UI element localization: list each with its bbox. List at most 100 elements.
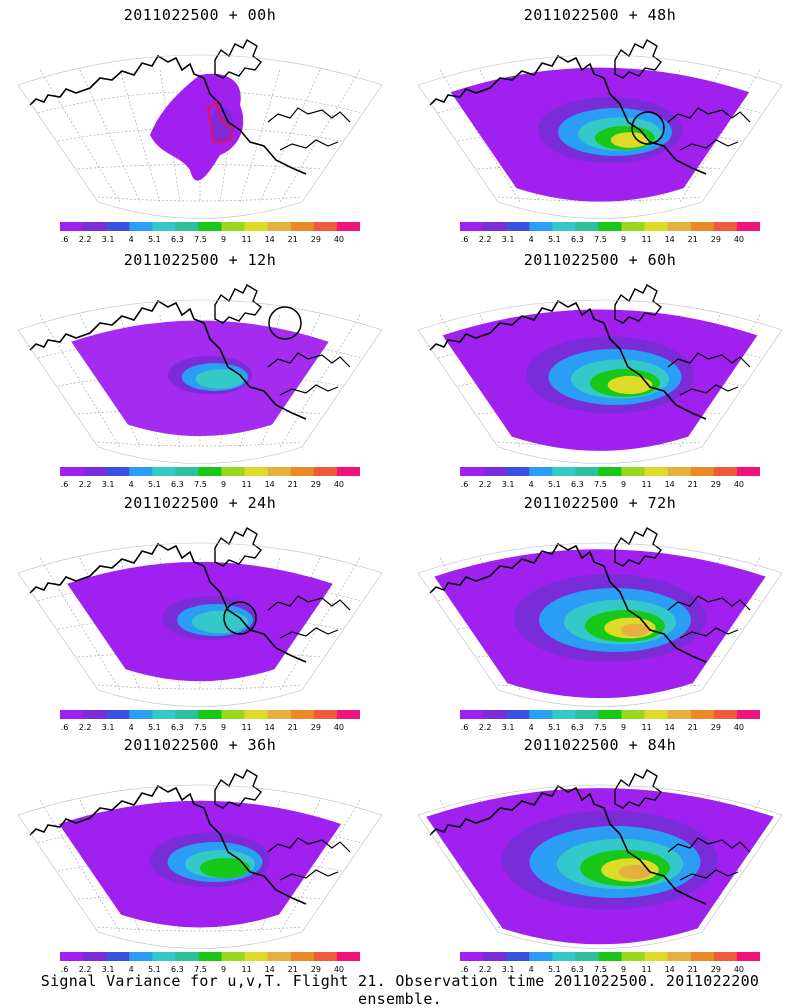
- arctic-islands: [614, 527, 662, 567]
- colorbar-label: 14: [665, 235, 675, 244]
- colorbar-swatch: [152, 952, 176, 961]
- colorbar-swatch: [552, 467, 576, 476]
- colorbar-swatch: [129, 952, 153, 961]
- colorbar-swatch: [575, 710, 599, 719]
- colorbar-label: 40: [334, 965, 344, 974]
- colorbar-swatch: [575, 467, 599, 476]
- arctic-islands: [214, 284, 262, 324]
- colorbar-swatch: [483, 952, 507, 961]
- coastline: [29, 542, 307, 663]
- arctic-islands: [614, 39, 662, 79]
- graticule-meridian: [39, 557, 121, 691]
- coastline: [267, 595, 351, 639]
- colorbar-label: 9: [221, 235, 226, 244]
- colorbar-swatch: [152, 710, 176, 719]
- figure-caption: Signal Variance for u,v,T. Flight 21. Ob…: [40, 972, 760, 1008]
- coastline: [267, 107, 351, 151]
- colorbar-swatch: [690, 222, 715, 231]
- map-plot: [417, 284, 783, 464]
- variance-field: [58, 800, 342, 928]
- map-plot: [17, 527, 383, 707]
- colorbar-swatch: [621, 952, 645, 961]
- map-plot: [17, 39, 383, 219]
- graticule-meridian: [39, 69, 121, 203]
- colorbar-label: 6.3: [171, 235, 184, 244]
- colorbar-swatch: [690, 710, 715, 719]
- colorbar-swatch: [106, 222, 130, 231]
- graticule-latitude: [497, 441, 703, 447]
- panel-60h: 2011022500 + 60h 1.62.23.145.16.37.59111…: [400, 245, 800, 490]
- coastline: [29, 784, 307, 905]
- colorbar-swatch: [290, 710, 315, 719]
- colorbar-label: 14: [665, 965, 675, 974]
- colorbar-label: 1.6: [460, 480, 468, 489]
- colorbar-label: 2.2: [479, 235, 492, 244]
- coastline: [429, 784, 707, 905]
- colorbar-swatch: [60, 467, 84, 476]
- colorbar-label: 7.5: [194, 723, 207, 732]
- colorbar-label: 11: [642, 480, 652, 489]
- graticule-latitude: [57, 372, 343, 387]
- colorbar-label: 21: [288, 480, 298, 489]
- colorbar-label: 5.1: [148, 480, 161, 489]
- panel-title: 2011022500 + 24h: [123, 494, 277, 512]
- coastline: [429, 54, 707, 175]
- colorbar-swatch: [529, 467, 553, 476]
- colorbar-swatch: [244, 467, 268, 476]
- colorbar-label: 3.1: [102, 723, 115, 732]
- map-outline: [17, 54, 383, 219]
- graticule-meridian: [119, 69, 161, 203]
- graticule-meridian: [279, 557, 361, 691]
- colorbar-label: 3.1: [502, 723, 515, 732]
- colorbar-label: 9: [221, 965, 226, 974]
- observation-circle: [268, 306, 302, 340]
- colorbar-label: 21: [288, 723, 298, 732]
- colorbar-label: 5.1: [548, 235, 561, 244]
- variance-field: [442, 309, 758, 451]
- colorbar-swatch: [667, 710, 692, 719]
- graticule-latitude: [97, 441, 303, 447]
- colorbar-swatch: [60, 710, 84, 719]
- colorbar-label: 40: [334, 480, 344, 489]
- colorbar-label: 2.2: [479, 723, 492, 732]
- graticule-latitude: [57, 127, 343, 142]
- colorbar-label: 1.6: [60, 723, 68, 732]
- colorbar: 1.6 2.2 3.1 4 5.1 6.3 7.5 9 11 14 21 29 40: [60, 222, 360, 244]
- colorbar-label: 11: [642, 723, 652, 732]
- colorbar-swatch: [336, 952, 360, 961]
- colorbar-swatch: [667, 952, 692, 961]
- colorbar-label: 40: [334, 723, 344, 732]
- coastline: [667, 107, 751, 151]
- colorbar-swatch: [713, 467, 738, 476]
- colorbar-label: 4: [529, 480, 534, 489]
- colorbar-label: 7.5: [194, 480, 207, 489]
- colorbar-label: 1.6: [460, 723, 468, 732]
- colorbar-swatch: [106, 467, 130, 476]
- colorbar-label: 21: [688, 235, 698, 244]
- colorbar-label: 9: [621, 480, 626, 489]
- colorbar-swatch: [575, 952, 599, 961]
- colorbar-label: 21: [288, 965, 298, 974]
- graticule-meridian: [239, 69, 281, 203]
- colorbar-swatch: [483, 710, 507, 719]
- map-outline: [417, 54, 783, 219]
- colorbar: 1.6 2.2 3.1 4 5.1 6.3 7.5 9 11 14 21 29 40: [460, 222, 760, 244]
- colorbar-label: 6.3: [571, 965, 584, 974]
- colorbar-label: 2.2: [79, 480, 92, 489]
- colorbar-swatch: [736, 222, 760, 231]
- colorbar-label: 29: [311, 480, 321, 489]
- colorbar-label: 2.2: [79, 965, 92, 974]
- arctic-islands: [214, 769, 262, 809]
- colorbar-label: 4: [529, 235, 534, 244]
- map-plot: [17, 769, 383, 949]
- panel-title: 2011022500 + 48h: [523, 6, 677, 24]
- colorbar-label: 7.5: [594, 723, 607, 732]
- colorbar-swatch: [106, 952, 130, 961]
- panel-title: 2011022500 + 12h: [123, 251, 277, 269]
- coastline: [29, 54, 307, 175]
- colorbar-label: 11: [242, 723, 252, 732]
- colorbar-label: 5.1: [548, 723, 561, 732]
- colorbar-swatch: [336, 467, 360, 476]
- colorbar-label: 1.6: [460, 235, 468, 244]
- colorbar-swatch: [83, 467, 107, 476]
